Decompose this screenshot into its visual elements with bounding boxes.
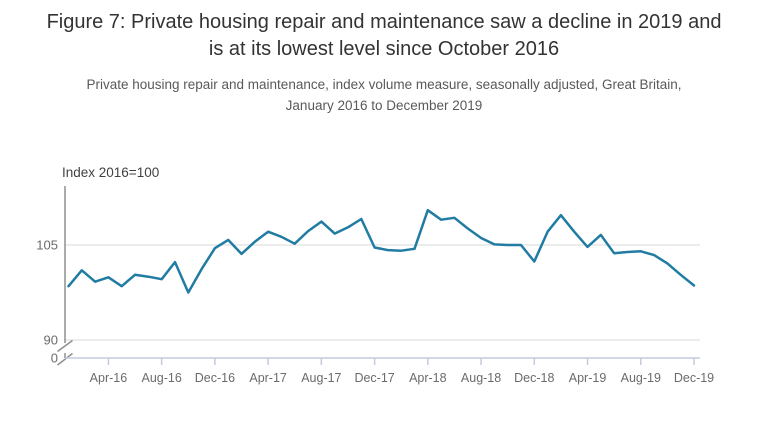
data-line bbox=[67, 208, 696, 294]
x-tick-label: Aug-17 bbox=[301, 371, 341, 385]
x-tick-label: Apr-19 bbox=[569, 371, 607, 385]
x-tick-label: Aug-19 bbox=[621, 371, 661, 385]
x-tick-label: Aug-16 bbox=[142, 371, 182, 385]
x-tick-label: Dec-19 bbox=[674, 371, 714, 385]
x-tick-label: Dec-18 bbox=[514, 371, 554, 385]
y-axis-unit-label: Index 2016=100 bbox=[62, 165, 160, 180]
figure-title: Figure 7: Private housing repair and mai… bbox=[46, 11, 722, 60]
y-tick-label: 105 bbox=[36, 238, 58, 253]
x-tick-label: Dec-17 bbox=[354, 371, 394, 385]
x-tick-label: Aug-18 bbox=[461, 371, 501, 385]
axis-break-mark-lower bbox=[57, 352, 73, 366]
axis-break-mark-upper bbox=[57, 339, 73, 353]
x-tick-label: Dec-16 bbox=[195, 371, 235, 385]
x-tick-label: Apr-18 bbox=[409, 371, 447, 385]
figure-subtitle: Private housing repair and maintenance, … bbox=[86, 77, 682, 113]
x-tick-label: Apr-16 bbox=[90, 371, 128, 385]
x-tick-label: Apr-17 bbox=[249, 371, 287, 385]
y-tick-label: 90 bbox=[44, 333, 58, 348]
y-tick-label: 0 bbox=[51, 351, 58, 366]
